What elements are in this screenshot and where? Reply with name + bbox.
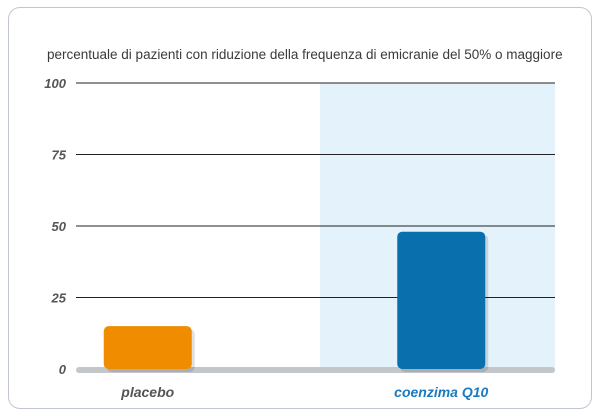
- category-label: coenzima Q10: [394, 384, 488, 400]
- y-tick-label: 75: [52, 148, 67, 163]
- chart-title: percentuale di pazienti con riduzione de…: [47, 47, 563, 62]
- y-tick-label: 0: [59, 362, 67, 377]
- y-tick-label: 100: [44, 76, 66, 91]
- category-label: placebo: [120, 384, 174, 400]
- y-tick-label: 50: [52, 219, 67, 234]
- bar-0: [103, 326, 192, 369]
- y-tick-label: 25: [51, 291, 67, 306]
- bar-1: [397, 231, 486, 369]
